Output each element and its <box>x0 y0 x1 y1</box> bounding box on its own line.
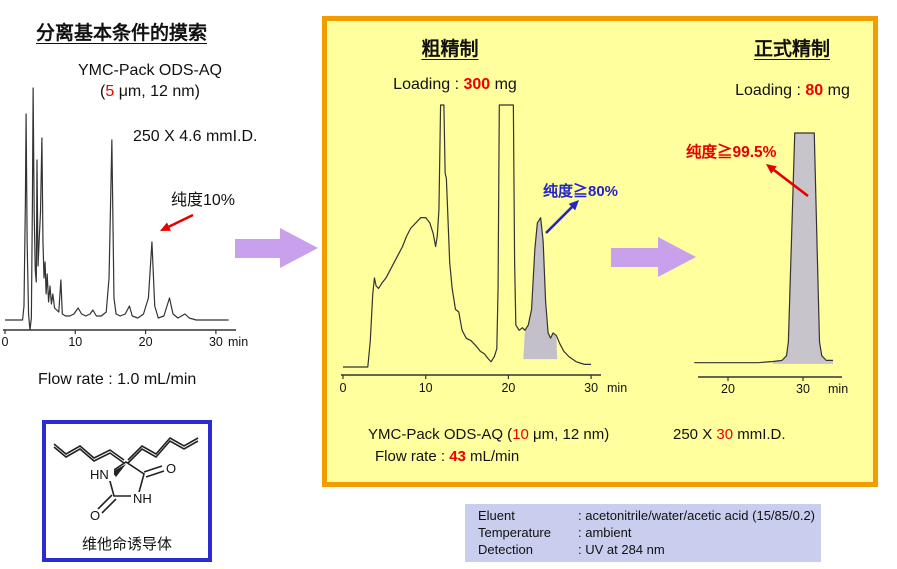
crude-column: YMC-Pack ODS-AQ (10 μm, 12 nm) <box>368 426 610 443</box>
annotation-arrowhead <box>160 222 172 231</box>
wedge-bond <box>112 464 126 477</box>
trace <box>5 87 229 331</box>
column-dimension: 250 X 4.6 mmI.D. <box>133 128 258 145</box>
shaded-target-peak <box>523 217 558 360</box>
polyene-chain-left <box>53 443 125 461</box>
final-loading: Loading : 80 mg <box>735 82 850 99</box>
annotation-arrowhead <box>766 164 777 174</box>
polyene-chain-right <box>127 436 199 461</box>
x-tick-label: 10 <box>68 335 82 349</box>
trace <box>694 132 833 364</box>
annotation-arrowhead <box>568 200 579 211</box>
table-row-detection: Detection : UV at 284 nm <box>478 542 665 557</box>
x-tick-label: 30 <box>584 381 598 395</box>
shaded-target-peak <box>773 133 833 364</box>
flow-arrow-1 <box>235 228 318 268</box>
crude-flow-rate: Flow rate : 43 mL/min <box>375 448 520 465</box>
atom-O-bottom: O <box>90 508 100 523</box>
x-axis-unit: min <box>828 382 848 396</box>
x-tick-label: 20 <box>501 381 515 395</box>
flow-arrow-2 <box>611 237 696 277</box>
conditions-table: Eluent : acetonitrile/water/acetic acid … <box>465 504 821 562</box>
flow-rate-left: Flow rate : 1.0 mL/min <box>38 371 197 388</box>
crude-title: 粗精制 <box>421 39 479 60</box>
molecule-structure: HN NH O O <box>53 436 199 523</box>
trace <box>343 104 592 368</box>
column-name: YMC-Pack ODS-AQ <box>77 62 222 79</box>
table-row-temperature: Temperature : ambient <box>478 525 632 540</box>
structure-caption: 维他命诱导体 <box>81 536 172 553</box>
left-chromatogram: 0 10 20 30 min <box>2 87 248 349</box>
crude-chromatogram: 0 10 20 30 min <box>340 104 627 395</box>
final-chromatogram: 20 30 min <box>694 132 848 396</box>
final-dimension: 250 X 30 mmI.D. <box>673 426 786 443</box>
x-tick-label: 20 <box>139 335 153 349</box>
crude-loading: Loading : 300 mg <box>393 76 517 93</box>
x-axis-unit: min <box>607 381 627 395</box>
column-spec: (5 μm, 12 nm) <box>100 83 200 100</box>
final-title: 正式精制 <box>753 39 830 60</box>
purity-annotation-left: 纯度10% <box>171 192 236 209</box>
left-panel-title: 分离基本条件的摸索 <box>35 23 207 44</box>
x-tick-label: 0 <box>2 335 9 349</box>
annotation-arrow <box>545 206 573 234</box>
x-tick-label: 30 <box>209 335 223 349</box>
table-row-eluent: Eluent : acetonitrile/water/acetic acid … <box>478 508 816 523</box>
x-axis-unit: min <box>228 335 248 349</box>
annotation-arrow <box>168 213 194 228</box>
atom-HN: HN <box>90 467 109 482</box>
x-tick-label: 0 <box>340 381 347 395</box>
annotation-arrow <box>773 169 809 198</box>
structure-box: HN NH O O 维他命诱导体 <box>42 420 212 562</box>
x-tick-label: 30 <box>796 382 810 396</box>
x-tick-label: 20 <box>721 382 735 396</box>
purity-annotation-final: 纯度≧99.5% <box>686 144 777 161</box>
process-box <box>322 16 878 487</box>
purity-annotation-crude: 纯度≧80% <box>543 183 619 200</box>
atom-NH: NH <box>133 491 152 506</box>
x-tick-label: 10 <box>419 381 433 395</box>
atom-O-right: O <box>166 461 176 476</box>
